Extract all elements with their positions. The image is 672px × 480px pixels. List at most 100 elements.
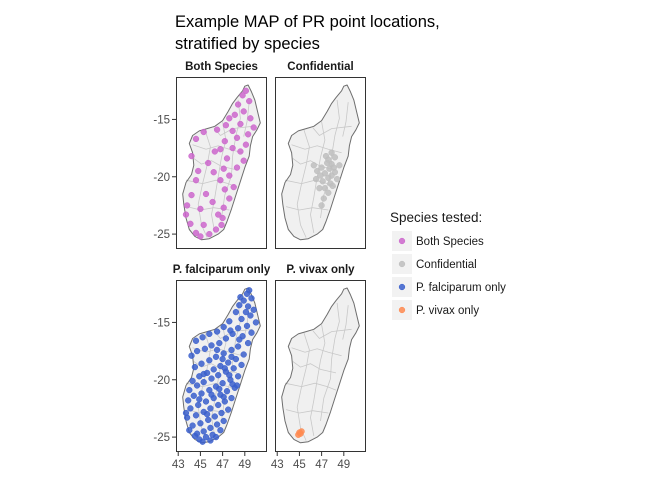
point-p-falciparum-only [252,319,260,326]
point-both-species [226,115,233,122]
point-p-falciparum-only [237,294,244,301]
point-both-species [221,186,228,193]
legend-label: Confidential [416,259,477,271]
point-p-falciparum-only [219,380,226,387]
point-both-species [188,152,195,160]
point-p-falciparum-only [203,411,211,418]
district-boundary [292,361,337,374]
district-boundary [312,328,352,340]
point-p-falciparum-only [202,398,210,405]
country-land [281,288,360,443]
panel-p-falciparum-only: P. falciparum only [173,264,271,452]
point-both-species [242,141,250,148]
point-both-species [197,233,204,240]
point-both-species [205,159,212,167]
point-confidential [319,178,326,185]
point-p-falciparum-only [201,345,209,352]
strip-label-confidential: Confidential [287,61,353,73]
point-p-falciparum-only [211,413,218,420]
point-p-falciparum-only [200,378,207,386]
district-boundary [342,102,349,137]
point-p-falciparum-only [234,325,242,332]
point-both-species [215,211,222,218]
point-confidential [333,175,341,183]
point-both-species [192,177,200,184]
point-both-species [210,169,217,176]
point-p-falciparum-only [236,302,243,309]
point-p-falciparum-only [242,308,250,316]
point-p-vivax-only [297,430,304,437]
x-tick-label: 45 [194,459,207,471]
point-p-falciparum-only [233,382,241,389]
district-boundary [193,158,238,171]
legend-item-p-vivax-only: P. vivax only [392,300,479,320]
point-both-species [247,115,254,122]
point-both-species [188,191,195,199]
panel-border [176,77,267,249]
point-confidential [325,174,332,182]
point-p-falciparum-only [197,420,204,427]
point-p-falciparum-only [185,397,192,404]
point-p-falciparum-only [218,409,225,417]
point-confidential [325,156,332,163]
district-boundary [243,102,250,137]
facet-panels: Both Species Confidential P. falciparum on… [173,61,366,452]
point-p-falciparum-only [199,438,206,445]
point-both-species [192,229,200,237]
point-p-falciparum-only [212,433,220,441]
point-both-species [242,87,250,94]
point-p-falciparum-only [212,353,220,360]
point-confidential [336,162,343,169]
point-confidential [318,202,325,209]
point-p-falciparum-only [199,334,206,341]
point-p-falciparum-only [193,382,201,389]
point-both-species [182,211,190,218]
point-confidential [329,182,336,190]
district-boundary [296,332,310,441]
panel-confidential: Confidential [275,61,366,249]
point-p-falciparum-only [243,322,251,330]
district-boundary [197,332,211,441]
point-both-species [212,226,220,233]
point-both-species [230,183,237,191]
point-p-falciparum-only [238,315,245,323]
point-confidential [317,172,324,179]
point-p-falciparum-only [198,360,205,367]
legend-item-confidential: Confidential [392,254,477,274]
point-both-species [240,108,247,115]
point-both-species [211,148,218,155]
legend-items: Both Species Confidential P. falciparum on… [392,231,506,320]
point-p-falciparum-only [243,290,251,297]
point-both-species [237,148,244,155]
district-boundary [320,302,340,422]
x-tick-label: 43 [271,459,284,471]
point-p-falciparum-only [208,375,215,382]
point-p-falciparum-only [234,373,242,380]
legend-dot-icon [398,306,406,314]
point-both-species [187,220,194,227]
point-p-falciparum-only [232,308,240,316]
point-p-falciparum-only [210,366,217,373]
point-p-falciparum-only [187,405,194,412]
district-boundary [296,129,310,238]
point-p-falciparum-only [221,365,228,372]
y-tick-label: -15 [153,317,170,329]
point-p-falciparum-only [193,347,201,355]
point-both-species [240,157,247,164]
point-both-species [233,134,241,141]
panel-border [275,280,366,452]
point-p-falciparum-only [196,396,203,403]
point-p-falciparum-only [207,405,214,412]
point-p-falciparum-only [189,377,196,385]
coastline [182,84,261,241]
point-p-falciparum-only [190,392,197,399]
point-p-falciparum-only [247,312,254,319]
panel-both-species: Both Species [176,61,267,249]
point-p-falciparum-only [236,336,243,343]
point-p-falciparum-only [226,318,233,325]
point-p-falciparum-only [244,303,252,310]
legend-item-p-falciparum-only: P. falciparum only [392,277,506,297]
point-both-species [209,198,216,206]
point-p-falciparum-only [213,328,221,335]
point-both-species [250,124,257,131]
